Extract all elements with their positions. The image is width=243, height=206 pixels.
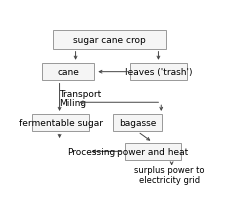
FancyBboxPatch shape: [113, 114, 162, 132]
FancyBboxPatch shape: [42, 64, 94, 81]
Text: cane: cane: [57, 68, 79, 77]
Text: Transport: Transport: [60, 89, 102, 98]
FancyBboxPatch shape: [53, 31, 166, 50]
Text: Processing: Processing: [67, 147, 115, 156]
Text: Miling: Miling: [60, 98, 87, 107]
Text: fermentable sugar: fermentable sugar: [18, 119, 103, 128]
FancyBboxPatch shape: [130, 64, 187, 81]
FancyBboxPatch shape: [32, 114, 89, 132]
Text: power and heat: power and heat: [117, 147, 188, 156]
FancyBboxPatch shape: [124, 143, 181, 160]
Text: sugar cane crop: sugar cane crop: [73, 36, 146, 45]
Text: leaves ('trash'): leaves ('trash'): [125, 68, 192, 77]
Text: surplus power to
electricity grid: surplus power to electricity grid: [134, 165, 205, 184]
Text: bagasse: bagasse: [119, 119, 156, 128]
